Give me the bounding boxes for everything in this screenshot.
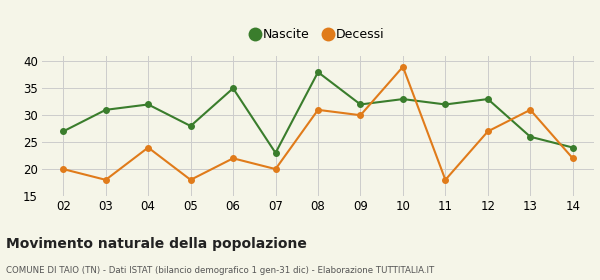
Text: COMUNE DI TAIO (TN) - Dati ISTAT (bilancio demografico 1 gen-31 dic) - Elaborazi: COMUNE DI TAIO (TN) - Dati ISTAT (bilanc… (6, 266, 434, 275)
Text: Movimento naturale della popolazione: Movimento naturale della popolazione (6, 237, 307, 251)
Legend: Nascite, Decessi: Nascite, Decessi (247, 23, 389, 46)
